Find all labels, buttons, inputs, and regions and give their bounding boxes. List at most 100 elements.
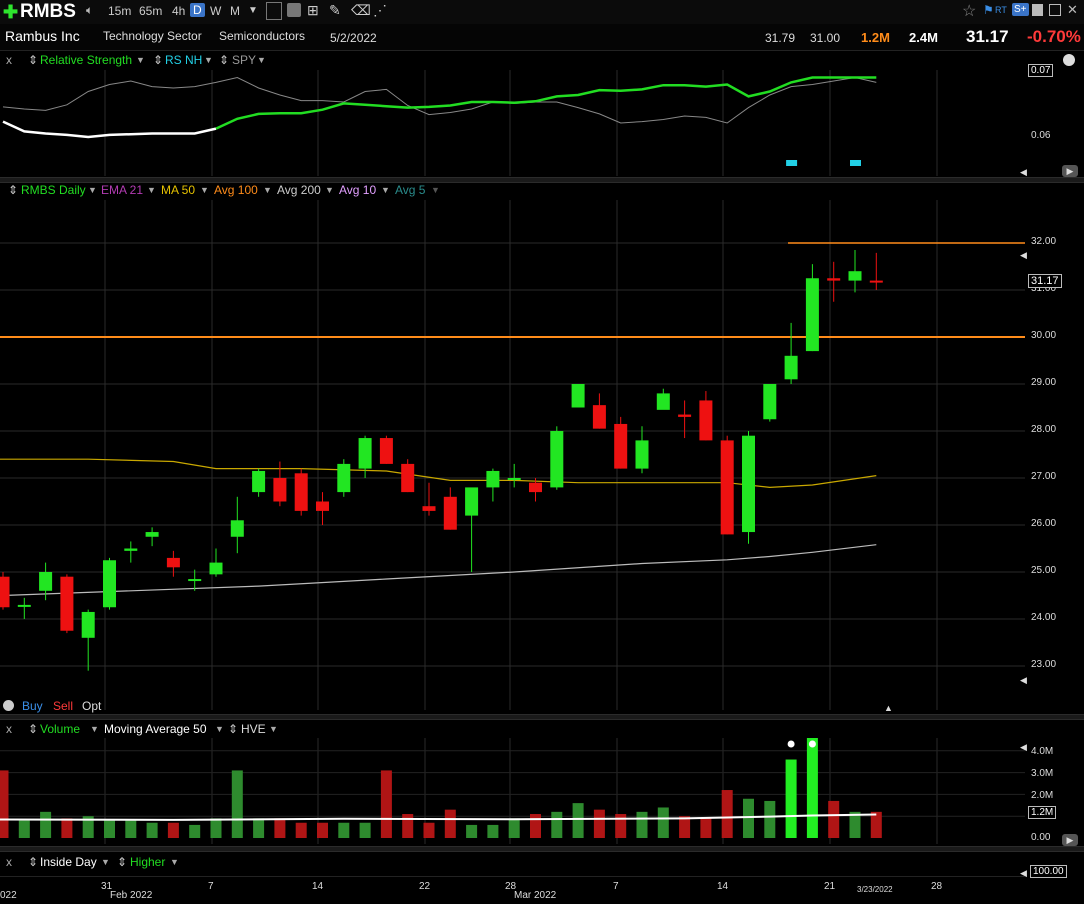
updown-icon[interactable]: ⇕	[28, 53, 39, 67]
scroll-left-icon[interactable]: ◀	[1020, 675, 1027, 685]
candle-body	[422, 506, 436, 511]
interval-d[interactable]: D	[190, 3, 205, 17]
scroll-left-icon[interactable]: ◀	[1020, 250, 1027, 260]
x-axis-label: 22	[419, 881, 431, 892]
restore-window-icon[interactable]	[1049, 4, 1061, 16]
chevron-down-icon[interactable]: ▼	[136, 55, 145, 65]
close-window-icon[interactable]: ✕	[1067, 2, 1078, 17]
volume-bar	[125, 820, 137, 838]
s-plus-icon[interactable]: S+	[1012, 3, 1029, 16]
pane-separator[interactable]	[0, 714, 1084, 720]
volume-bar	[743, 798, 754, 838]
bar-style-icon[interactable]	[266, 2, 282, 20]
scroll-left-icon[interactable]: ◀	[1020, 742, 1027, 752]
rs-title[interactable]: Relative Strength	[40, 53, 133, 67]
tools-icon[interactable]	[3, 700, 14, 711]
chevron-down-icon[interactable]: ▼	[215, 724, 224, 734]
legend-ema21[interactable]: EMA 21	[101, 183, 144, 197]
chevron-down-icon[interactable]: ▼	[248, 5, 258, 16]
volume-ma-label[interactable]: Moving Average 50	[104, 722, 207, 736]
volume-pane-header: x ⇕ Volume ▼ Moving Average 50 ▼ ⇕ HVE ▼	[0, 722, 1000, 738]
legend-avg10[interactable]: Avg 10	[339, 183, 377, 197]
add-symbol-icon[interactable]: ✚	[3, 2, 19, 22]
candle-body	[656, 393, 670, 410]
rt-icon[interactable]: RT	[995, 5, 1007, 15]
palette-icon[interactable]	[1063, 54, 1075, 66]
chevron-down-icon[interactable]: ▼	[90, 724, 99, 734]
price-axis-label: 29.00	[1031, 377, 1057, 388]
chevron-down-icon[interactable]: ▼	[257, 55, 266, 65]
inside-close-button[interactable]: x	[6, 855, 12, 869]
volume-bar	[210, 818, 222, 838]
updown-icon[interactable]: ⇕	[117, 855, 128, 869]
symbol-label[interactable]: RMBS	[20, 1, 76, 22]
volume-close-button[interactable]: x	[6, 722, 12, 736]
candle-body	[103, 560, 116, 608]
legend-avg5[interactable]: Avg 5	[395, 183, 426, 197]
updown-icon[interactable]: ⇕	[228, 722, 239, 736]
star-icon[interactable]: ☆	[962, 3, 977, 20]
sell-button[interactable]: Sell	[53, 699, 74, 713]
scroll-left-icon[interactable]: ◀	[1020, 167, 1027, 177]
updown-icon[interactable]: ⇕	[219, 53, 230, 67]
inside-day-title[interactable]: Inside Day	[40, 855, 97, 869]
scroll-right-icon[interactable]: ▶	[1062, 165, 1078, 177]
company-name: Rambus Inc	[5, 28, 80, 44]
flag-icon[interactable]: ⚑	[983, 3, 994, 17]
chevron-down-icon[interactable]: ▼	[147, 185, 156, 195]
legend-avg100[interactable]: Avg 100	[214, 183, 258, 197]
legend-rmbs-daily[interactable]: RMBS Daily	[21, 183, 86, 197]
chevron-down-icon[interactable]: ▼	[381, 185, 390, 195]
legend-ma50[interactable]: MA 50	[161, 183, 196, 197]
save-icon[interactable]	[1032, 4, 1043, 16]
volume-bar	[721, 790, 733, 838]
options-button[interactable]: Opt	[82, 699, 102, 713]
share-icon[interactable]: ⋰	[373, 2, 387, 18]
chevron-down-icon[interactable]: ▼	[88, 185, 97, 195]
add-chart-icon[interactable]: ⊞	[307, 2, 319, 18]
chevron-down-icon[interactable]: ▼	[269, 724, 278, 734]
hve-label[interactable]: HVE	[241, 722, 266, 736]
scroll-right-icon[interactable]: ▶	[1062, 834, 1078, 846]
chevron-down-icon[interactable]: ▼	[101, 857, 110, 867]
pencil-icon[interactable]: ✎	[329, 2, 341, 18]
chevron-down-icon[interactable]: ▼	[263, 185, 272, 195]
legend-avg200[interactable]: Avg 200	[277, 183, 321, 197]
interval-w[interactable]: W	[210, 4, 222, 18]
rs-nh-label[interactable]: RS NH	[165, 53, 203, 67]
updown-icon[interactable]: ⇕	[8, 183, 19, 197]
volume-value: 1.2M	[861, 30, 890, 45]
spy-label[interactable]: SPY	[232, 53, 257, 67]
higher-label[interactable]: Higher	[130, 855, 166, 869]
updown-icon[interactable]: ⇕	[153, 53, 164, 67]
collapse-up-icon[interactable]: ▲	[884, 703, 893, 713]
chevron-down-icon[interactable]: ▼	[170, 857, 179, 867]
chart-settings-icon[interactable]	[287, 3, 301, 17]
price-chart[interactable]	[0, 200, 1025, 710]
volume-bar	[402, 814, 414, 838]
updown-icon[interactable]: ⇕	[28, 722, 39, 736]
eraser-icon[interactable]: ⌫	[351, 2, 371, 18]
chevron-down-icon[interactable]: ▼	[200, 185, 209, 195]
interval-15m[interactable]: 15m	[108, 4, 132, 18]
interval-m[interactable]: M	[230, 4, 240, 18]
interval-4h[interactable]: 4h	[172, 4, 186, 18]
volume-bar	[61, 818, 73, 838]
interval-65m[interactable]: 65m	[139, 4, 163, 18]
chevron-down-icon[interactable]: ▼	[431, 185, 440, 195]
candle-body	[805, 278, 819, 352]
updown-icon[interactable]: ⇕	[28, 855, 39, 869]
buy-button[interactable]: Buy	[22, 699, 43, 713]
speaker-icon[interactable]: 🔈︎	[86, 3, 94, 17]
rs-close-button[interactable]: x	[6, 53, 12, 67]
scroll-left-icon[interactable]: ◀	[1020, 868, 1027, 878]
pane-separator[interactable]	[0, 177, 1084, 183]
volume-title[interactable]: Volume	[40, 722, 81, 736]
x-axis-label: Mar 2022	[514, 890, 557, 901]
volume-bar	[253, 818, 265, 838]
chevron-down-icon[interactable]: ▼	[204, 55, 213, 65]
sector[interactable]: Technology Sector	[103, 29, 202, 43]
industry[interactable]: Semiconductors	[219, 29, 306, 43]
chevron-down-icon[interactable]: ▼	[325, 185, 334, 195]
pane-separator[interactable]	[0, 846, 1084, 852]
